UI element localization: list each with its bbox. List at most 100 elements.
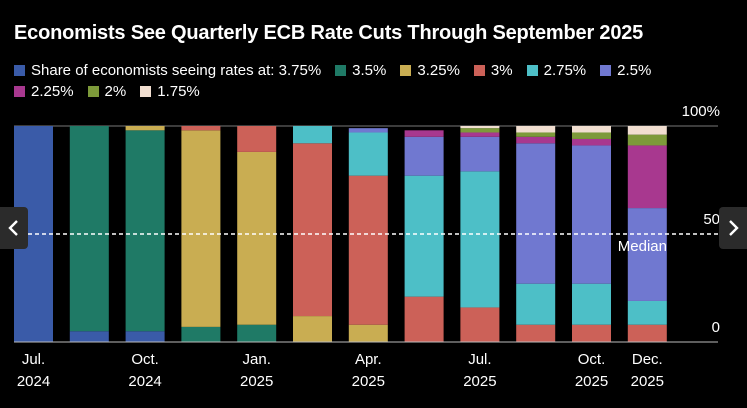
bar-segment	[516, 324, 556, 342]
bar-segment	[516, 132, 556, 137]
bar-segment	[404, 175, 444, 297]
bar-segment	[69, 331, 109, 342]
bar-segment	[293, 126, 332, 144]
bar-segment	[572, 145, 611, 284]
bar-segment	[404, 136, 444, 176]
legend-swatch	[140, 86, 152, 97]
bar-segment	[516, 126, 556, 133]
y-tick-label: 100%	[682, 103, 720, 120]
bar-segment	[237, 126, 277, 152]
bar-segment	[627, 126, 667, 135]
legend-label: 3%	[490, 62, 513, 79]
bar-segment	[460, 307, 500, 342]
legend-label: 2.5%	[617, 62, 652, 79]
y-tick-label: 0	[712, 319, 720, 336]
bar-segment	[627, 208, 667, 301]
x-tick-label: Dec.	[632, 351, 663, 368]
legend-item: 3.5%	[335, 60, 386, 81]
legend-swatch	[600, 65, 612, 76]
bar-segment	[125, 126, 165, 131]
legend: Share of economists seeing rates at: 3.7…	[14, 60, 734, 102]
bar-segment	[293, 143, 332, 317]
bar-segment	[460, 171, 500, 308]
bar-segment	[125, 130, 165, 332]
bar-segment	[181, 126, 221, 131]
legend-item: 2.25%	[14, 81, 74, 102]
bar-segment	[404, 296, 444, 342]
bar-segment	[348, 175, 388, 325]
legend-item: 1.75%	[140, 81, 200, 102]
x-tick-label: Jan.	[243, 351, 271, 368]
chart-title: Economists See Quarterly ECB Rate Cuts T…	[14, 22, 644, 44]
x-tick-label: 2025	[575, 373, 608, 390]
legend-swatch	[526, 65, 538, 76]
legend-swatch	[14, 86, 25, 97]
bar-segment	[404, 130, 444, 137]
legend-label: 2.25%	[31, 83, 74, 100]
bar-segment	[516, 143, 556, 284]
legend-label: Share of economists seeing rates at: 3.7…	[31, 62, 322, 79]
bar-segment	[627, 145, 667, 209]
legend-item: 2%	[87, 81, 127, 102]
next-chart-button[interactable]	[719, 207, 747, 249]
legend-label: 2%	[104, 83, 127, 100]
bar-segment	[125, 331, 165, 342]
bar-segment	[627, 134, 667, 146]
legend-swatch	[335, 65, 347, 76]
x-tick-label: 2025	[463, 373, 496, 390]
legend-swatch	[473, 65, 485, 76]
x-tick-label: Oct.	[578, 351, 606, 368]
x-tick-label: 2024	[17, 373, 50, 390]
bar-segment	[572, 132, 611, 139]
bar-segment	[516, 283, 556, 325]
bar-segment	[348, 324, 388, 342]
bar-segment	[572, 283, 611, 325]
legend-label: 3.5%	[352, 62, 387, 79]
bar-segment	[460, 136, 500, 172]
legend-row: 2.25% 2% 1.75%	[14, 81, 734, 102]
chevron-right-icon	[729, 220, 739, 236]
legend-swatch	[400, 65, 412, 76]
legend-label: 1.75%	[157, 83, 200, 100]
bar-segment	[237, 324, 277, 342]
x-tick-label: 2024	[128, 373, 161, 390]
previous-chart-button[interactable]	[0, 207, 28, 249]
legend-item: 3.25%	[400, 60, 460, 81]
bar-segment	[237, 151, 277, 325]
x-tick-label: Jul.	[22, 351, 45, 368]
x-tick-label: Jul.	[468, 351, 491, 368]
bar-segment	[460, 128, 500, 133]
legend-label: 3.25%	[417, 62, 460, 79]
chevron-left-icon	[8, 220, 18, 236]
legend-row: Share of economists seeing rates at: 3.7…	[14, 60, 734, 81]
x-tick-label: Oct.	[131, 351, 159, 368]
x-tick-label: Apr.	[355, 351, 382, 368]
legend-item: 2.75%	[526, 60, 587, 81]
legend-item: Share of economists seeing rates at: 3.7…	[14, 60, 321, 81]
bar-segment	[181, 326, 221, 342]
bar-segment	[572, 324, 611, 342]
legend-swatch	[14, 65, 25, 76]
bar-segment	[293, 316, 332, 342]
median-label: Median	[618, 238, 667, 255]
bar-segment	[69, 126, 109, 332]
legend-swatch	[87, 86, 99, 97]
legend-item: 3%	[473, 60, 513, 81]
x-tick-label: 2025	[240, 373, 273, 390]
legend-item: 2.5%	[600, 60, 651, 81]
bar-segment	[516, 136, 556, 144]
y-tick-label: 50	[703, 211, 720, 228]
bar-segment	[460, 126, 500, 129]
bar-segment	[460, 132, 500, 137]
x-tick-label: 2025	[352, 373, 385, 390]
bar-segment	[181, 130, 221, 327]
legend-label: 2.75%	[543, 62, 587, 79]
bar-segment	[627, 324, 667, 342]
x-tick-label: 2025	[631, 373, 664, 390]
bar-segment	[348, 128, 388, 133]
bar-segment	[627, 300, 667, 325]
bar-segment	[572, 138, 611, 146]
bar-segment	[348, 132, 388, 176]
bar-segment	[572, 126, 611, 133]
